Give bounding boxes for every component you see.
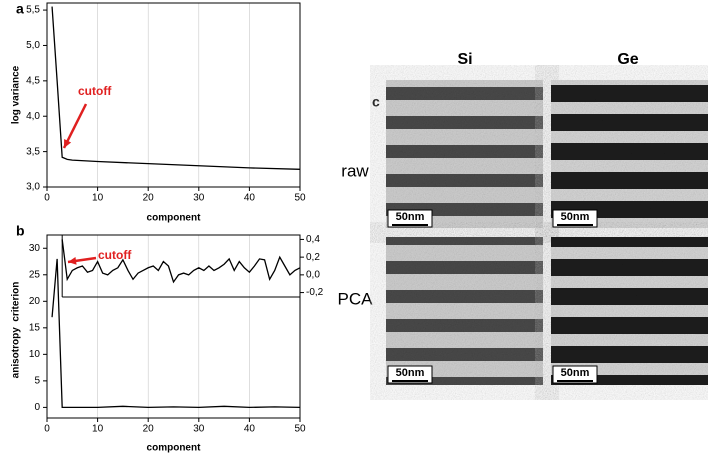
x-tick-label: 40 (244, 424, 256, 435)
y-tick-label: 30 (29, 243, 41, 254)
scale-label: 50nm (561, 211, 590, 223)
y-axis-title: anisotropy criterion (11, 282, 22, 379)
scale-bar: 50nm (387, 365, 433, 384)
x-axis-title: component (147, 213, 202, 224)
row-label: PCA (338, 289, 374, 308)
scale-label: 50nm (396, 367, 425, 379)
x-tick-label: 30 (193, 193, 205, 204)
y-tick-label: 20 (29, 296, 41, 307)
y-tick-label: 3,5 (26, 146, 40, 157)
y2-tick-label: 0,2 (306, 252, 320, 263)
y-tick-label: 5,0 (26, 40, 40, 51)
x-tick-label: 50 (294, 424, 306, 435)
annotation-arrowhead (68, 256, 77, 265)
y-tick-label: 4,5 (26, 75, 40, 86)
y-tick-label: 5,5 (26, 5, 40, 16)
annotation: cutoff (78, 84, 112, 98)
y-tick-label: 0 (34, 402, 40, 413)
column-label: Ge (617, 51, 638, 68)
column-label: Si (457, 51, 472, 68)
charts: 0 10 20 30 40 503,03,54,04,55,05,5acomponentl… (11, 1, 324, 454)
micrograph (551, 80, 708, 228)
data-line (61, 239, 301, 284)
x-tick-label: 20 (143, 193, 155, 204)
annotation: cutoff (98, 248, 132, 262)
x-tick-label: 10 (92, 424, 104, 435)
x-tick-label: 0 (44, 424, 50, 435)
y-tick-label: 15 (29, 322, 41, 333)
panel-label: c (372, 94, 380, 110)
scale-bar: 50nm (552, 365, 598, 384)
y-tick-label: 25 (29, 269, 41, 280)
y2-tick-label: -0,2 (306, 287, 324, 298)
y-tick-label: 10 (29, 349, 41, 360)
micrograph (386, 237, 543, 385)
y-axis-title: log variance (11, 65, 22, 124)
x-tick-label: 40 (244, 193, 256, 204)
annotation-arrowhead (64, 139, 72, 148)
x-tick-label: 20 (143, 424, 155, 435)
y2-tick-label: 0,0 (306, 269, 320, 280)
x-tick-label: 10 (92, 193, 104, 204)
data-line (51, 6, 301, 170)
data-line (51, 258, 301, 409)
panel-label: a (16, 1, 24, 17)
y2-tick-label: 0,4 (306, 234, 320, 245)
panel-label: b (16, 223, 25, 239)
scale-label: 50nm (396, 211, 425, 223)
micrograph (386, 80, 543, 228)
x-tick-label: 50 (294, 193, 306, 204)
x-tick-label: 0 (44, 193, 50, 204)
scale-bar: 50nm (387, 209, 433, 228)
micrograph (551, 237, 708, 385)
plot-frame (46, 2, 301, 188)
row-label: raw (341, 161, 369, 180)
x-tick-label: 30 (193, 424, 205, 435)
plot-frame (46, 234, 301, 419)
annotation-arrow (62, 103, 88, 149)
scale-label: 50nm (561, 367, 590, 379)
x-axis-title: component (147, 443, 202, 454)
panel-c: c Si Ge raw PCA 50nm 50nm 50nm 50nm (338, 51, 708, 385)
scale-bar: 50nm (552, 209, 598, 228)
y-tick-label: 4,0 (26, 111, 40, 122)
y-tick-label: 5 (34, 376, 40, 387)
y-tick-label: 3,0 (26, 182, 40, 193)
